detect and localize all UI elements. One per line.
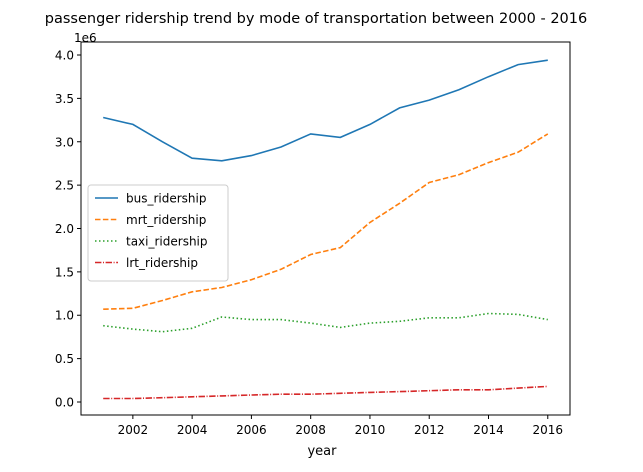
x-tick-label: 2004 <box>177 423 208 437</box>
y-tick-label: 1.5 <box>55 265 74 279</box>
x-tick-label: 2014 <box>473 423 504 437</box>
y-offset-label: 1e6 <box>74 31 97 45</box>
legend: bus_ridership mrt_ridership taxi_ridership… <box>87 184 229 282</box>
series-line-mrt-ridership <box>103 133 549 310</box>
y-tick-label: 1.0 <box>55 309 74 323</box>
y-tick-label: 2.5 <box>55 179 74 193</box>
x-tick-label: 2006 <box>236 423 267 437</box>
x-tick-label: 2002 <box>118 423 149 437</box>
series-line-bus-ridership <box>103 59 548 162</box>
x-axis-label: year <box>307 444 337 459</box>
x-tick-label: 2016 <box>532 423 563 437</box>
legend-box <box>87 184 229 282</box>
plot-area <box>103 59 549 400</box>
x-tick-label: 2008 <box>295 423 326 437</box>
y-tick-label: 4.0 <box>55 49 74 63</box>
chart-title: passenger ridership trend by mode of tra… <box>45 11 587 27</box>
legend-label: lrt_ridership <box>126 256 198 270</box>
x-tick-label: 2010 <box>355 423 386 437</box>
legend-label: mrt_ridership <box>126 213 206 227</box>
legend-label: taxi_ridership <box>126 235 208 249</box>
legend-label: bus_ridership <box>126 192 206 206</box>
y-tick-label: 0.0 <box>55 395 74 409</box>
axes-frame <box>80 41 571 416</box>
x-axis-ticks: 2002 2004 2006 2008 2010 2012 2014 2016 <box>118 415 563 437</box>
series-line-taxi-ridership <box>103 312 548 333</box>
y-tick-label: 3.5 <box>55 92 74 106</box>
y-tick-label: 2.0 <box>55 222 74 236</box>
y-tick-label: 3.0 <box>55 135 74 149</box>
y-tick-label: 0.5 <box>55 352 74 366</box>
x-tick-label: 2012 <box>414 423 445 437</box>
y-axis-ticks: 0.0 0.5 1.0 1.5 2.0 2.5 3.0 3.5 4.0 <box>55 49 81 409</box>
